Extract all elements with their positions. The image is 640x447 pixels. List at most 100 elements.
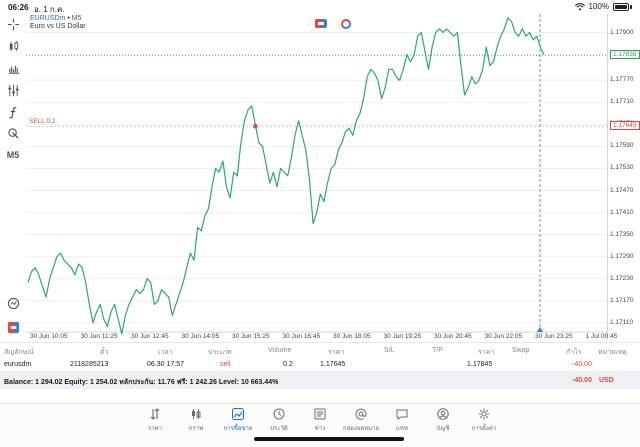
position-current-price: 1.17845 [467, 361, 493, 368]
chart-canvas[interactable] [26, 14, 610, 340]
trade-icon [232, 408, 244, 420]
settings-icon [478, 408, 490, 420]
col-header-tp[interactable]: T/P [432, 347, 443, 354]
tab-quotes[interactable]: ราคา [135, 408, 175, 433]
status-indicators: 100% [574, 2, 632, 11]
tab-settings-label: การตั้งค่า [471, 426, 497, 432]
tab-history[interactable]: ประวัติ [259, 408, 299, 433]
col-header-volume[interactable]: Volume [268, 347, 292, 354]
tab-history-label: ประวัติ [270, 426, 288, 432]
indicators-icon[interactable] [6, 83, 20, 97]
position-type: sell [220, 361, 231, 368]
order-line-label[interactable]: SELL 0.2 [29, 118, 56, 126]
price-tick-label: 1.17530 [610, 164, 634, 172]
time-tick-label: 30 Jun 14:05 [181, 333, 220, 340]
news-icon [314, 408, 326, 420]
trade-table: สัญลักษณ์ ตั๋ว เวลา ประเภท Volume ราคา S… [0, 342, 640, 389]
price-tick-label: 1.17350 [610, 230, 634, 238]
wifi-icon [574, 2, 585, 10]
chart-icon [192, 409, 201, 419]
price-chart[interactable]: EURUSDm • M5 Euro vs US Dollar SELL 0.2 … [26, 14, 640, 340]
tab-quotes-label: ราคา [148, 426, 162, 432]
symbol-timeframe: M5 [71, 15, 82, 22]
tab-chat[interactable]: แชท [382, 408, 422, 433]
order-entry-marker [253, 124, 258, 129]
time-tick-label: 30 Jun 15:25 [232, 333, 270, 340]
battery-percent: 100% [588, 2, 609, 11]
col-header-current-price[interactable]: ราคา [478, 349, 495, 356]
position-symbol: eurusdm [4, 361, 32, 368]
quotes-icon [150, 408, 160, 420]
battery-icon [613, 2, 629, 11]
bar-chart-icon[interactable] [6, 61, 20, 75]
function-icon[interactable] [6, 105, 20, 119]
table-row[interactable]: eurusdm 2118285213 06.30 17:57 sell 0.2 … [0, 357, 640, 372]
tab-account[interactable]: บัญชี [423, 408, 463, 433]
price-tick-label: 1.17900 [610, 28, 634, 36]
tab-trade-label: การซื้อขาย [223, 426, 253, 432]
buy-sell-icon[interactable] [315, 19, 327, 28]
time-tick-label: 1 Jul 00:45 [585, 333, 618, 340]
tab-news[interactable]: ข่าว [300, 408, 340, 433]
status-time: 06:26 [8, 3, 29, 12]
zoom-fit-icon[interactable] [6, 296, 20, 310]
price-tick-label: 1.17590 [610, 142, 634, 150]
timeframe-button[interactable]: M5 [6, 150, 20, 160]
chat-icon [396, 409, 408, 420]
home-indicator [254, 437, 404, 441]
time-tick-label: 30 Jun 10:05 [30, 333, 68, 340]
symbol-name[interactable]: EURUSDm [30, 15, 66, 22]
candlestick-icon[interactable] [6, 39, 20, 53]
col-header-ticket[interactable]: ตั๋ว [100, 349, 109, 356]
one-click-trading-icon[interactable] [6, 320, 20, 334]
tab-settings[interactable]: การตั้งค่า [464, 408, 504, 433]
position-ticket: 2118285213 [70, 361, 109, 368]
mailbox-icon [355, 408, 367, 420]
account-icon [437, 408, 449, 420]
objects-icon[interactable] [6, 126, 20, 140]
tab-mailbox[interactable]: กล่องจดหมาย [341, 408, 381, 433]
time-tick-label: 30 Jun 18:05 [333, 333, 371, 340]
tab-mailbox-label: กล่องจดหมาย [342, 426, 380, 432]
status-bar: 06:26 อ. 1 ก.ค. 100% [0, 0, 640, 14]
time-tick-label: 30 Jun 12:45 [131, 333, 169, 340]
position-volume: 0.2 [283, 361, 293, 368]
tab-trade[interactable]: การซื้อขาย [218, 408, 258, 433]
time-tick-label: 30 Jun 23:25 [535, 333, 573, 340]
tab-news-label: ข่าว [314, 426, 326, 432]
time-tick-label: 30 Jun 22:05 [484, 333, 523, 340]
time-tick-label: 30 Jun 19:25 [383, 333, 422, 340]
price-tick-label: 1.17770 [610, 76, 634, 84]
status-date: อ. 1 ก.ค. [34, 5, 65, 14]
one-click-icon[interactable] [341, 19, 351, 29]
col-header-swap[interactable]: Swap [512, 347, 530, 354]
col-header-symbol[interactable]: สัญลักษณ์ [4, 349, 34, 356]
position-profit: -40.00 [572, 361, 592, 368]
time-tick-label: 30 Jun 20:45 [434, 333, 472, 340]
tab-chat-label: แชท [396, 426, 408, 432]
order-price-tag: 1.17645 [610, 121, 640, 131]
account-currency: USD [599, 377, 614, 384]
account-summary-row: Balance: 1 294.02 Equity: 1 254.02 หลักป… [0, 372, 640, 389]
price-tick-label: 1.17230 [610, 274, 634, 282]
crosshair-icon[interactable] [6, 17, 20, 31]
col-header-time[interactable]: เวลา [158, 349, 173, 356]
col-header-comment[interactable]: หมายเหตุ [598, 349, 627, 356]
tab-account-label: บัญชี [436, 426, 450, 432]
time-tick-label: 30 Jun 16:45 [282, 333, 321, 340]
table-header-row: สัญลักษณ์ ตั๋ว เวลา ประเภท Volume ราคา S… [0, 342, 640, 357]
position-time: 06.30 17:57 [147, 361, 184, 368]
col-header-open-price[interactable]: ราคา [328, 349, 345, 356]
symbol-header[interactable]: EURUSDm • M5 [30, 15, 81, 22]
price-tick-label: 1.17710 [610, 98, 634, 106]
tab-chart[interactable]: กราฟ [176, 408, 216, 433]
col-header-type[interactable]: ประเภท [208, 349, 232, 356]
price-tick-label: 1.17290 [610, 252, 634, 260]
price-tick-label: 1.17110 [610, 318, 634, 326]
quick-trade-controls [315, 19, 351, 29]
col-header-sl[interactable]: S/L [384, 347, 395, 354]
col-header-profit[interactable]: กำไร [566, 349, 582, 356]
account-summary: Balance: 1 294.02 Equity: 1 254.02 หลักป… [4, 379, 279, 386]
history-icon [273, 408, 285, 420]
position-open-price: 1.17645 [320, 361, 346, 368]
